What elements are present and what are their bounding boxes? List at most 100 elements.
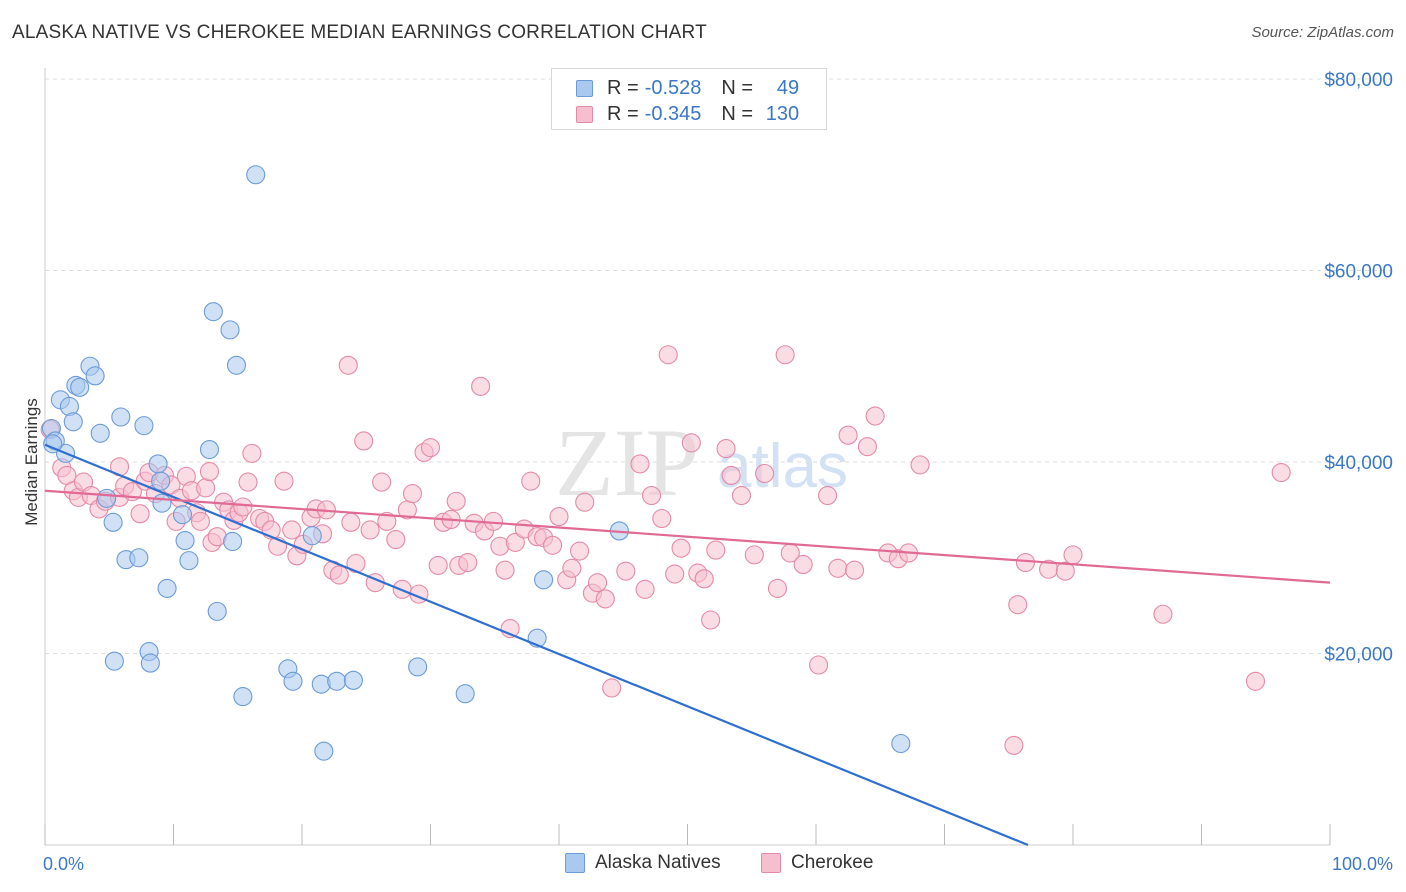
data-point xyxy=(226,355,247,375)
data-point xyxy=(521,471,541,491)
data-point xyxy=(233,687,253,707)
legend-swatch-cherokee xyxy=(576,105,593,123)
legend-n-value: 49 xyxy=(776,76,800,99)
data-point xyxy=(283,671,303,691)
data-point xyxy=(207,601,227,621)
data-point xyxy=(891,733,911,754)
data-point xyxy=(828,558,848,578)
data-point xyxy=(329,565,349,585)
legend-row-alaska: R = -0.528 N = 49 xyxy=(576,77,799,99)
data-point xyxy=(630,454,650,474)
data-point xyxy=(372,472,392,492)
legend-n-value: 130 xyxy=(765,102,800,125)
y-tick-label: $20,000 xyxy=(1324,645,1393,666)
series-swatch-cherokee xyxy=(761,853,781,873)
data-point xyxy=(865,406,885,426)
data-point xyxy=(616,561,636,581)
data-point xyxy=(111,407,131,427)
data-point xyxy=(652,508,672,529)
data-point xyxy=(744,545,764,565)
data-point xyxy=(70,377,90,397)
axis-layer xyxy=(44,68,1331,846)
labels-layer: $20,000 $40,000 $60,000 $80,000 0.0% 100.0% Me… xyxy=(22,70,1393,874)
legend-swatch-alaska xyxy=(576,79,593,97)
data-point xyxy=(635,579,655,599)
data-point xyxy=(408,657,428,677)
data-point xyxy=(505,532,525,552)
data-point xyxy=(338,355,358,375)
data-point xyxy=(534,570,554,590)
data-point xyxy=(274,471,294,491)
data-point xyxy=(134,416,154,436)
data-point xyxy=(302,526,322,546)
data-point xyxy=(716,439,736,459)
data-point xyxy=(671,538,691,558)
series-label-alaska: Alaska Natives xyxy=(595,852,721,873)
data-point xyxy=(844,560,865,580)
series-label-cherokee: Cherokee xyxy=(791,852,874,873)
x-tick-label: 0.0% xyxy=(43,854,84,874)
data-point xyxy=(1063,545,1083,565)
data-point xyxy=(428,555,448,575)
trendline-cherokee xyxy=(44,489,1331,584)
series-legend-cherokee[interactable]: Cherokee xyxy=(761,852,873,874)
data-point xyxy=(701,610,721,630)
data-point xyxy=(809,655,829,675)
data-point xyxy=(910,455,930,475)
data-point xyxy=(242,443,262,463)
correlation-legend: R = -0.528 N = 49 R = -0.345 N = 130 xyxy=(551,68,827,130)
trendline-alaska-natives xyxy=(44,443,1029,847)
y-tick-label: $60,000 xyxy=(1324,262,1393,283)
data-point xyxy=(343,670,363,690)
data-point xyxy=(172,505,193,525)
data-point xyxy=(238,472,258,492)
data-point xyxy=(458,552,478,573)
data-point xyxy=(43,434,63,454)
data-point xyxy=(595,589,615,609)
data-point xyxy=(755,463,775,484)
data-point xyxy=(151,471,171,491)
data-point xyxy=(838,425,858,445)
data-point xyxy=(233,497,253,517)
data-point xyxy=(175,530,195,551)
data-point xyxy=(446,491,466,511)
x-tick-label: 100.0% xyxy=(1332,854,1393,874)
data-point xyxy=(1153,604,1173,624)
series-alaska-natives xyxy=(41,165,911,761)
data-point xyxy=(152,493,172,513)
data-point xyxy=(282,520,302,540)
series-cherokee xyxy=(40,345,1291,755)
data-point xyxy=(731,485,752,506)
data-point xyxy=(130,504,150,524)
data-point xyxy=(793,554,813,575)
points-layer xyxy=(40,165,1291,761)
data-point xyxy=(575,492,595,512)
data-point xyxy=(665,564,685,584)
data-point xyxy=(104,651,124,671)
data-point xyxy=(818,485,838,506)
data-point xyxy=(1004,735,1024,755)
legend-row-cherokee: R = -0.345 N = 130 xyxy=(576,103,799,125)
data-point xyxy=(354,431,374,451)
data-point xyxy=(327,671,347,691)
source-label: Source: ZipAtlas.com xyxy=(1251,24,1394,41)
data-point xyxy=(471,376,491,396)
data-point xyxy=(1015,552,1036,573)
data-point xyxy=(140,653,160,673)
data-point xyxy=(190,511,211,531)
data-point xyxy=(157,578,177,598)
data-point xyxy=(549,507,569,527)
data-point xyxy=(377,511,397,531)
data-point xyxy=(223,531,243,552)
data-point xyxy=(220,320,240,340)
data-point xyxy=(658,345,678,365)
data-point xyxy=(179,551,199,571)
data-point xyxy=(570,541,590,561)
data-point xyxy=(455,684,475,704)
data-point xyxy=(602,678,622,698)
data-point xyxy=(199,462,220,482)
data-point xyxy=(1245,671,1266,691)
series-legend-alaska[interactable]: Alaska Natives xyxy=(565,852,721,874)
data-point xyxy=(721,465,741,485)
data-point xyxy=(314,741,334,761)
